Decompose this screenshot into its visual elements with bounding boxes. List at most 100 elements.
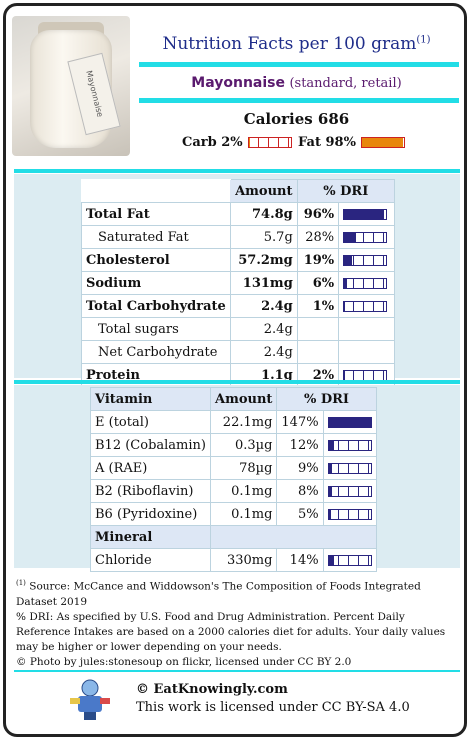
nutrient-amount: 74.8g xyxy=(229,202,298,226)
fat-macro: Fat 98% xyxy=(298,135,405,150)
vitamin-name: B12 (Cobalamin) xyxy=(90,433,211,457)
vitamin-name: E (total) xyxy=(90,410,211,434)
vitamin-dri: 8% xyxy=(276,479,324,503)
vitamin-row: A (RAE) 78µg 9% xyxy=(90,456,377,480)
vitamin-dri-bar xyxy=(327,439,372,451)
source-note: (1) Source: McCance and Widdowson's The … xyxy=(16,576,456,610)
vitamin-dri-bar xyxy=(327,462,372,474)
nutrient-dri: 28% xyxy=(296,225,340,249)
vitamin-amount-header: Amount xyxy=(209,387,278,411)
vitamin-dri-bar-fill xyxy=(328,440,334,450)
nutrient-dri-bar xyxy=(343,254,388,266)
vitamins-body: E (total) 22.1mg 147% B12 (Cobalamin) 0.3µg 1… xyxy=(90,410,377,572)
nutrient-dri-bar-fill xyxy=(344,370,345,380)
nutrient-dri-bar xyxy=(343,231,388,243)
mineral-header-row: Mineral xyxy=(90,525,377,549)
vitamin-dri-header: % DRI xyxy=(276,387,377,411)
vitamin-dri-bar-fill xyxy=(328,509,331,519)
nutrient-dri-bar xyxy=(343,300,388,312)
nutrients-body: Total Fat 74.8g 96% Saturated Fat 5.7g 28% Cho… xyxy=(81,202,395,387)
nutrient-row: Cholesterol 57.2mg 19% xyxy=(81,248,395,272)
fat-label: Fat 98% xyxy=(298,135,356,150)
nutrient-dri-bar-fill xyxy=(344,232,356,242)
title-rule xyxy=(139,62,459,67)
nutrient-dri-bar-cell xyxy=(338,340,395,364)
nutrition-card: Mayonnaise Nutrition Facts per 100 gram(… xyxy=(3,3,467,737)
vitamin-amount: 22.1mg xyxy=(209,410,278,434)
vitamin-name: A (RAE) xyxy=(90,456,211,480)
nutrient-name: Saturated Fat xyxy=(81,225,231,249)
vitamin-dri-bar-cell xyxy=(322,479,377,503)
vitamin-dri-bar-fill xyxy=(328,417,371,427)
site-credit[interactable]: © EatKnowingly.com xyxy=(136,682,288,697)
vitamin-amount: 78µg xyxy=(209,456,278,480)
vitamin-amount: 0.1mg xyxy=(209,479,278,503)
fat-bar xyxy=(360,137,405,148)
nutrient-dri: 6% xyxy=(296,271,340,295)
title-text: Nutrition Facts per 100 gram xyxy=(162,34,417,54)
vitamin-dri-bar-cell xyxy=(322,502,377,526)
subtitle-rule xyxy=(139,98,459,103)
nutrient-dri: 19% xyxy=(296,248,340,272)
eatknowingly-logo[interactable] xyxy=(64,678,116,722)
nutrient-dri-bar-cell xyxy=(338,294,395,318)
carb-macro: Carb 2% xyxy=(182,135,292,150)
nutrient-dri-bar-cell xyxy=(338,317,395,341)
footer-rule xyxy=(14,670,460,672)
vitamin-dri-bar-cell xyxy=(322,433,377,457)
nutrient-dri xyxy=(296,317,340,341)
nutrient-row: Total sugars 2.4g xyxy=(81,317,395,341)
vitamin-dri-bar xyxy=(327,508,372,520)
dri-note: % DRI: As specified by U.S. Food and Dru… xyxy=(16,610,446,653)
carb-bar xyxy=(247,137,292,148)
nutrient-name: Sodium xyxy=(81,271,231,295)
vitamin-name: B6 (Pyridoxine) xyxy=(90,502,211,526)
vitamin-row: B2 (Riboflavin) 0.1mg 8% xyxy=(90,479,377,503)
section-rule-1 xyxy=(14,169,460,173)
nutrient-dri-bar xyxy=(343,369,388,381)
nutrient-row: Saturated Fat 5.7g 28% xyxy=(81,225,395,249)
food-photo: Mayonnaise xyxy=(12,16,130,156)
footer-notes: (1) Source: McCance and Widdowson's The … xyxy=(16,576,456,670)
vitamin-dri-bar-fill xyxy=(328,486,332,496)
food-kind: (standard, retail) xyxy=(289,76,402,91)
food-subtitle: Mayonnaise (standard, retail) xyxy=(134,75,459,91)
vitamin-header: Vitamin xyxy=(90,387,211,411)
vitamin-dri: 5% xyxy=(276,502,324,526)
nutrient-name: Cholesterol xyxy=(81,248,231,272)
source-text: Source: McCance and Widdowson's The Comp… xyxy=(16,580,421,608)
nutrient-dri-bar-cell xyxy=(338,202,395,226)
nutrient-amount: 5.7g xyxy=(229,225,298,249)
nutrient-dri xyxy=(296,340,340,364)
nutrient-dri-bar-fill xyxy=(344,255,353,265)
vitamin-dri-bar-cell xyxy=(322,456,377,480)
vitamin-dri-bar xyxy=(327,554,372,566)
vitamin-row: Chloride 330mg 14% xyxy=(90,548,377,572)
nutrient-dri-bar-fill xyxy=(344,278,347,288)
license-text: This work is licensed under CC BY-SA 4.0 xyxy=(136,700,410,715)
vitamin-dri-bar xyxy=(327,485,372,497)
page-title: Nutrition Facts per 100 gram(1) xyxy=(134,34,459,54)
vitamin-amount: 330mg xyxy=(209,548,278,572)
calories: Calories 686 xyxy=(243,110,350,128)
source-marker: (1) xyxy=(16,579,26,587)
nutrient-row: Sodium 131mg 6% xyxy=(81,271,395,295)
vitamin-amount: 0.1mg xyxy=(209,502,278,526)
nutrient-row: Total Carbohydrate 2.4g 1% xyxy=(81,294,395,318)
nutrient-dri-bar xyxy=(343,208,388,220)
carb-bar-fill xyxy=(248,138,250,147)
mineral-header: Mineral xyxy=(90,525,211,549)
nutrient-dri-bar xyxy=(343,277,388,289)
fat-bar-fill xyxy=(361,138,404,147)
vitamin-dri: 12% xyxy=(276,433,324,457)
nutrient-dri: 1% xyxy=(296,294,340,318)
vitamin-dri-bar-cell xyxy=(322,548,377,572)
vitamins-table: Vitamin Amount % DRI E (total) 22.1mg 147%… xyxy=(90,387,377,572)
nutrients-table: Amount % DRI Total Fat 74.8g 96% Saturated … xyxy=(81,179,395,387)
vitamin-amount: 0.3µg xyxy=(209,433,278,457)
vitamin-name: Chloride xyxy=(90,548,211,572)
nutrient-amount: 2.4g xyxy=(229,340,298,364)
nutrient-dri-bar-fill xyxy=(344,209,385,219)
nutrient-amount: 131mg xyxy=(229,271,298,295)
amount-header: Amount xyxy=(229,179,298,203)
